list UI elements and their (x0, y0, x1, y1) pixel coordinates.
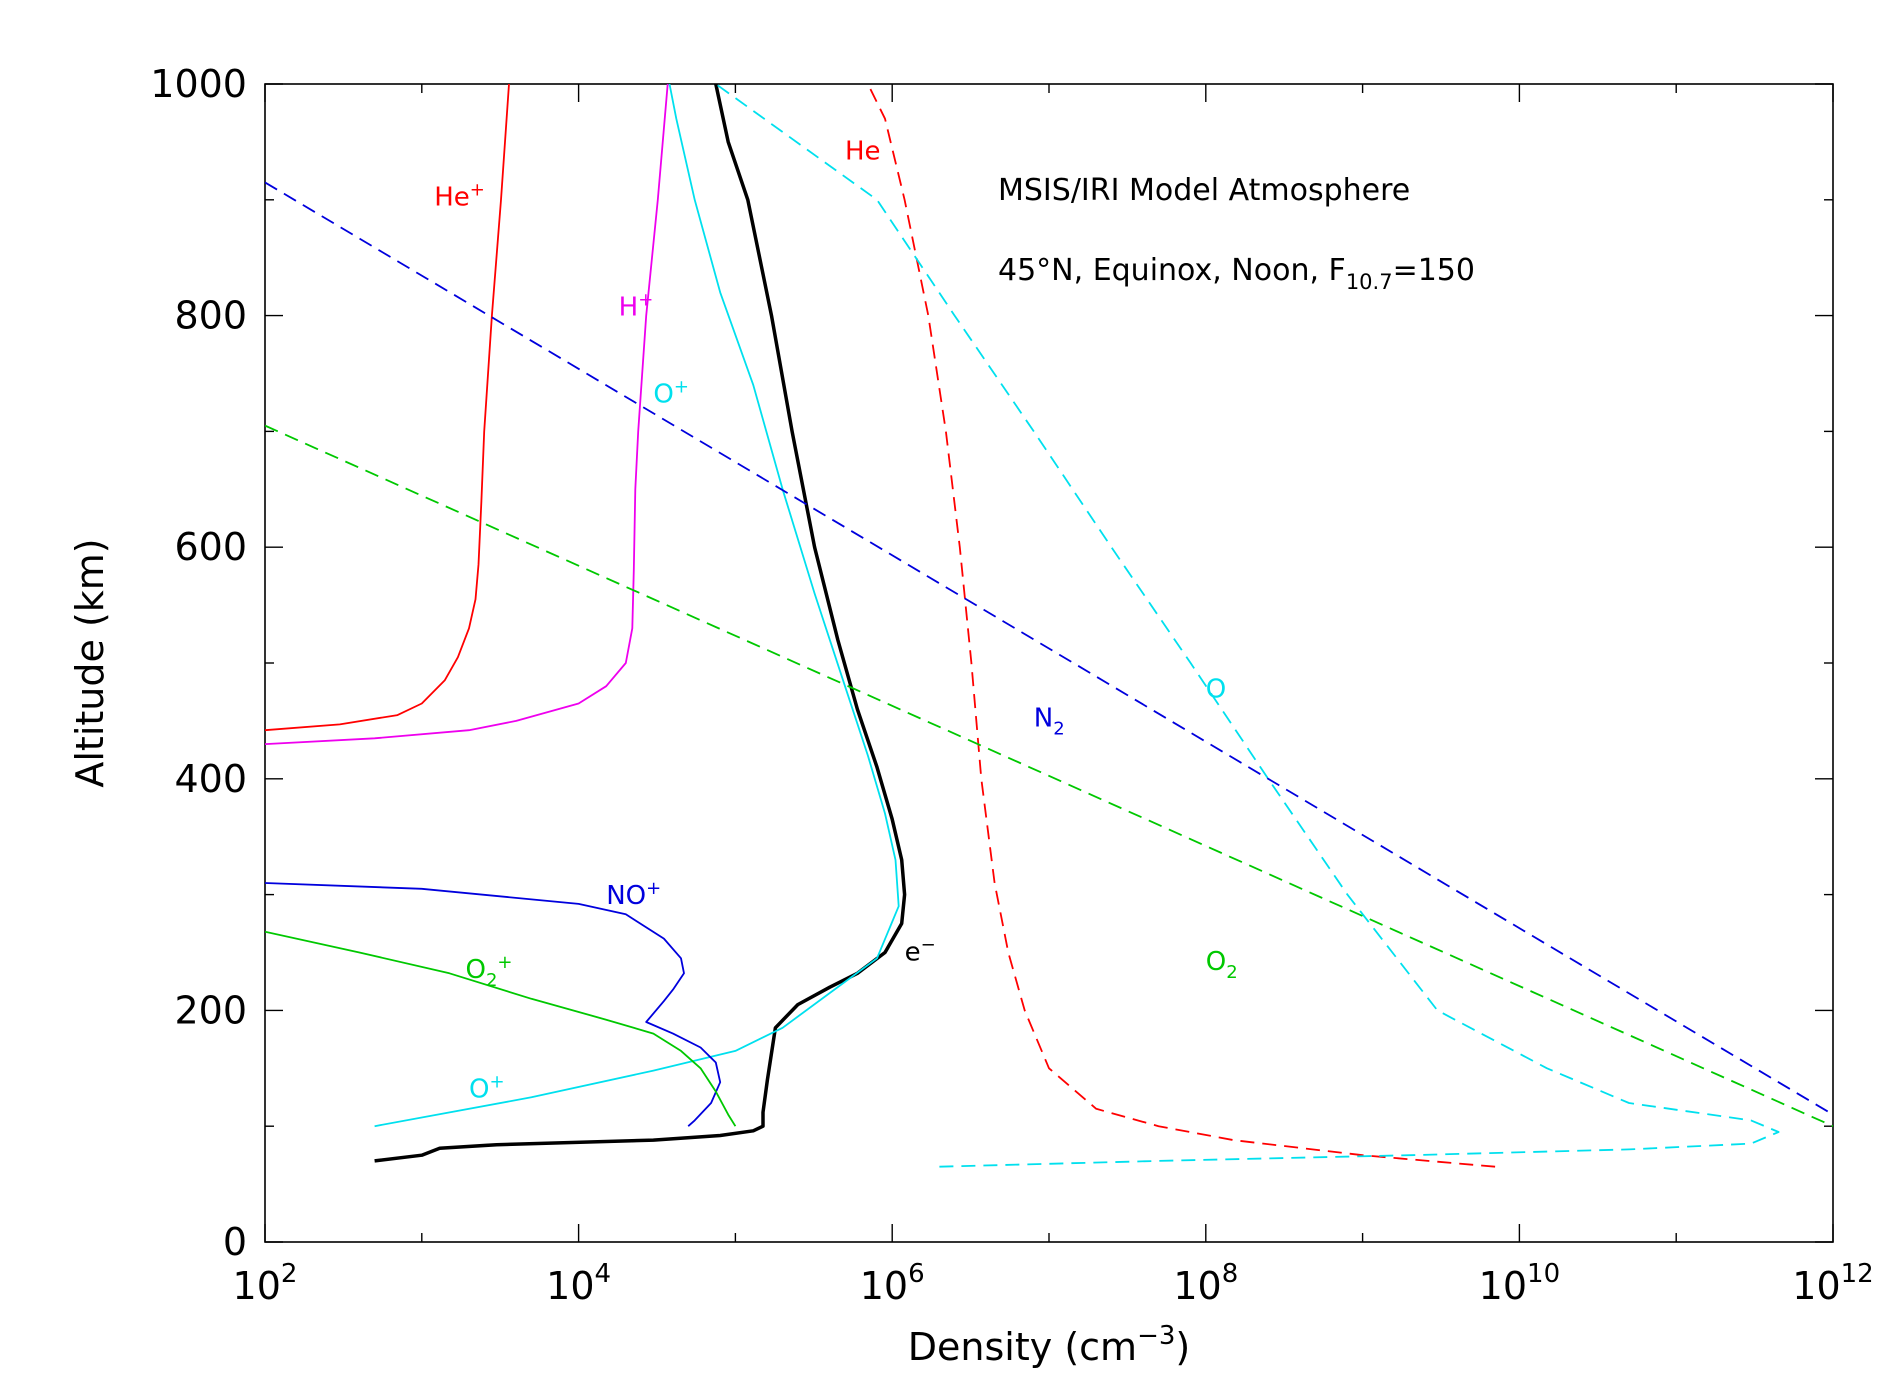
x-tick-label: 102 (233, 1259, 298, 1308)
y-axis-label: Altitude (km) (68, 538, 112, 787)
series-N2 (265, 181, 1833, 1116)
y-tick-label: 400 (174, 757, 247, 801)
y-tick-label: 1000 (150, 62, 247, 106)
series-label: O2+ (466, 952, 513, 991)
series-O2 (265, 424, 1833, 1128)
series-He (867, 84, 1496, 1168)
series-e- (374, 84, 907, 1163)
series-H-ion (265, 84, 669, 745)
series-O (715, 84, 1780, 1168)
y-tick-label: 200 (174, 988, 247, 1032)
series-O2-ion (265, 930, 737, 1127)
x-tick-label: 1012 (1792, 1259, 1873, 1308)
series-label: He+ (434, 180, 485, 213)
x-tick-label: 104 (546, 1259, 611, 1308)
series-label: O2 (1206, 947, 1238, 983)
series-label: NO+ (606, 878, 661, 911)
x-tick-label: 106 (860, 1259, 925, 1308)
x-tick-label: 108 (1173, 1259, 1238, 1308)
series-group (265, 84, 1833, 1168)
series-label: O (1206, 675, 1226, 705)
series-label: N2 (1034, 704, 1065, 740)
y-tick-label: 800 (174, 294, 247, 338)
x-tick-label: 1010 (1479, 1259, 1560, 1308)
chart-subtitle: 45°N, Equinox, Noon, F10.7=150 (998, 253, 1475, 294)
y-tick-label: 600 (174, 525, 247, 569)
series-He-ion (265, 84, 510, 732)
x-axis-label: Density (cm−3) (908, 1321, 1190, 1369)
series-NO-ion (265, 882, 722, 1127)
y-tick-label: 0 (223, 1220, 247, 1264)
x-axis: 102 104 106 108 1010 1012 (233, 84, 1874, 1308)
series-O-ion (374, 84, 900, 1128)
series-label: e− (905, 935, 936, 968)
series-label: O+ (653, 376, 689, 409)
chart-title: MSIS/IRI Model Atmosphere (998, 173, 1410, 208)
series-labels: e− O+ O+ NO+ O2+ He+ H+ He O N2 O2 (434, 136, 1238, 1104)
series-label: He (845, 136, 881, 166)
y-axis: 0 200 400 600 800 1000 (150, 62, 1833, 1264)
series-label: O+ (469, 1071, 505, 1104)
series-label: H+ (619, 290, 654, 323)
